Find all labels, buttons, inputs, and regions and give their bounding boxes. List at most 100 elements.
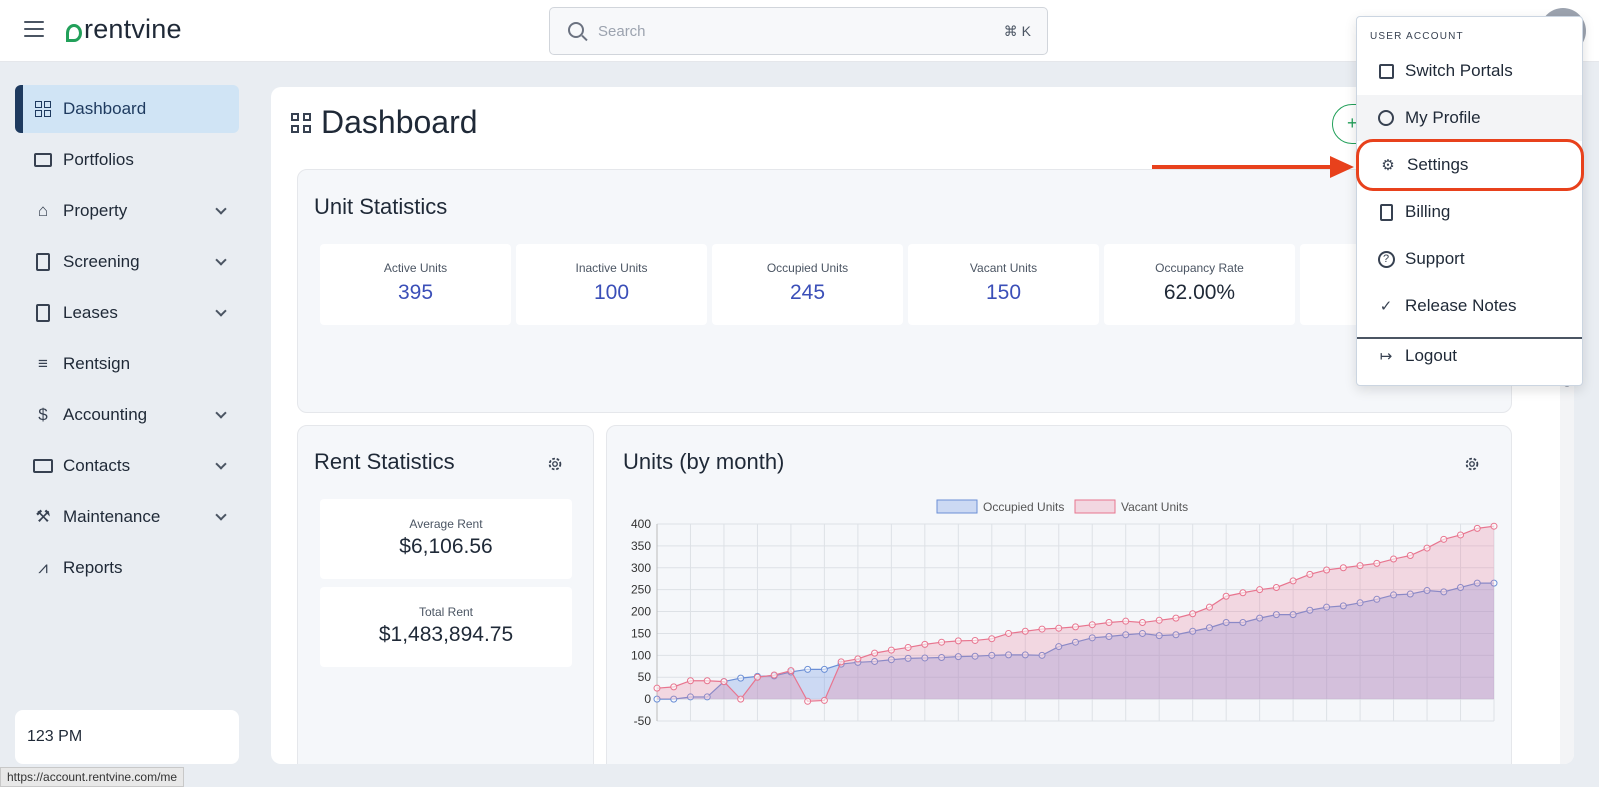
data-point xyxy=(871,649,879,657)
menu-item-support[interactable]: ? Support xyxy=(1357,236,1582,282)
data-point xyxy=(1440,535,1448,543)
chevron-down-icon xyxy=(215,203,227,215)
data-point xyxy=(1189,610,1197,618)
data-point xyxy=(1021,651,1029,659)
sidebar-item-leases[interactable]: Leases xyxy=(15,289,239,337)
hamburger-menu-icon[interactable] xyxy=(24,21,44,39)
sidebar-item-dashboard[interactable]: Dashboard xyxy=(15,85,239,133)
average-rent-box: Average Rent $6,106.56 xyxy=(320,499,572,579)
data-point xyxy=(1088,621,1096,629)
units-chart-title: Units (by month) xyxy=(623,449,785,474)
menu-item-billing[interactable]: Billing xyxy=(1357,189,1582,235)
data-point xyxy=(720,678,728,686)
y-tick-label: 300 xyxy=(631,561,651,575)
stat-value[interactable]: 395 xyxy=(397,281,434,304)
data-point xyxy=(653,684,661,692)
sidebar-item-property[interactable]: ⌂ Property xyxy=(15,187,239,235)
y-tick-label: 400 xyxy=(631,517,651,531)
sidebar-item-reports[interactable]: ⩘ Reports xyxy=(15,544,239,592)
sidebar-item-label: Property xyxy=(63,201,128,220)
sidebar-item-maintenance[interactable]: ⚒ Maintenance xyxy=(15,493,239,541)
data-point xyxy=(971,652,979,660)
data-point xyxy=(1122,631,1130,639)
stat-value[interactable]: 100 xyxy=(593,281,630,304)
data-point xyxy=(1323,566,1331,574)
units-by-month-panel: Units (by month) 400 350 300 250 200 150 100 50… xyxy=(606,425,1512,764)
data-point xyxy=(804,665,812,673)
stat-value[interactable]: 150 xyxy=(985,281,1022,304)
sidebar-item-contacts[interactable]: Contacts xyxy=(15,442,239,490)
rent-statistics-title: Rent Statistics xyxy=(314,449,455,474)
user-circle-icon xyxy=(1377,109,1395,127)
average-rent-label: Average Rent xyxy=(409,517,483,531)
data-point xyxy=(1155,632,1163,640)
data-point xyxy=(921,654,929,662)
unit-statistics-title: Unit Statistics xyxy=(314,194,448,219)
page-title: Dashboard xyxy=(321,104,478,140)
status-bar-url: https://account.rentvine.com/me xyxy=(0,767,185,787)
rentvine-logo[interactable]: rentvine xyxy=(66,14,182,45)
data-point xyxy=(820,665,828,673)
data-point xyxy=(1239,589,1247,597)
annotation-arrow-head xyxy=(1330,156,1354,178)
data-point xyxy=(670,683,678,691)
top-bar: rentvine Search ⌘ K xyxy=(0,0,1599,62)
gear-icon[interactable] xyxy=(546,455,564,473)
help-circle-icon: ? xyxy=(1377,250,1395,268)
data-point xyxy=(670,695,678,703)
stat-value[interactable]: 245 xyxy=(789,281,826,304)
gear-icon[interactable] xyxy=(1463,455,1481,473)
stat-active-units: Active Units 395 xyxy=(320,244,511,325)
sidebar-item-rentsign[interactable]: ≡ Rentsign xyxy=(15,340,239,388)
menu-divider xyxy=(1357,337,1582,339)
menu-item-settings[interactable]: ⚙ Settings xyxy=(1356,139,1584,191)
user-settings-icon: ⚙ xyxy=(1381,157,1395,174)
average-rent-value: $6,106.56 xyxy=(399,535,493,558)
stat-label: Occupied Units xyxy=(766,261,849,275)
data-point xyxy=(737,695,745,703)
menu-item-release-notes[interactable]: ✓ Release Notes xyxy=(1357,283,1582,329)
menu-item-label: Release Notes xyxy=(1405,296,1517,315)
y-tick-label: 200 xyxy=(631,605,651,619)
current-user-name: 123 PM xyxy=(27,728,83,745)
menu-item-logout[interactable]: ↦ Logout xyxy=(1357,333,1582,379)
sidebar-item-screening[interactable]: Screening xyxy=(15,238,239,286)
data-point xyxy=(1021,627,1029,635)
legend-swatch xyxy=(936,499,978,514)
data-point xyxy=(988,635,996,643)
menu-item-switch-portals[interactable]: Switch Portals xyxy=(1357,48,1582,94)
sidebar-item-portfolios[interactable]: Portfolios xyxy=(15,136,239,184)
search-bar[interactable]: Search ⌘ K xyxy=(549,7,1048,55)
data-point xyxy=(1138,629,1146,637)
data-point xyxy=(988,651,996,659)
menu-item-my-profile[interactable]: My Profile xyxy=(1357,95,1582,141)
search-icon xyxy=(568,22,584,38)
data-point xyxy=(1306,606,1314,614)
y-tick-label: 350 xyxy=(631,539,651,553)
sidebar-item-accounting[interactable]: $ Accounting xyxy=(15,391,239,439)
data-point xyxy=(887,656,895,664)
dashboard-grid-icon xyxy=(33,99,53,119)
data-point xyxy=(904,643,912,651)
sidebar-item-label: Reports xyxy=(63,558,123,577)
y-tick-label: 0 xyxy=(644,692,651,706)
current-user-box[interactable]: 123 PM xyxy=(15,710,239,764)
data-point xyxy=(1356,599,1364,607)
y-tick-label: 250 xyxy=(631,583,651,597)
total-rent-label: Total Rent xyxy=(418,605,474,619)
data-point xyxy=(1457,583,1465,591)
data-point xyxy=(904,654,912,662)
data-point xyxy=(820,696,828,704)
data-point xyxy=(653,695,661,703)
data-point xyxy=(686,677,694,685)
data-point xyxy=(1457,531,1465,539)
user-account-menu: USER ACCOUNT Switch Portals My Profile ⚙… xyxy=(1356,16,1584,386)
sidebar-item-label: Portfolios xyxy=(63,150,134,169)
data-point xyxy=(871,657,879,665)
data-point xyxy=(770,671,778,679)
chevron-down-icon xyxy=(215,407,227,419)
annotation-arrow-line xyxy=(1152,165,1330,169)
folders-icon xyxy=(33,150,53,170)
data-point xyxy=(1339,602,1347,610)
document-search-icon xyxy=(33,252,53,272)
